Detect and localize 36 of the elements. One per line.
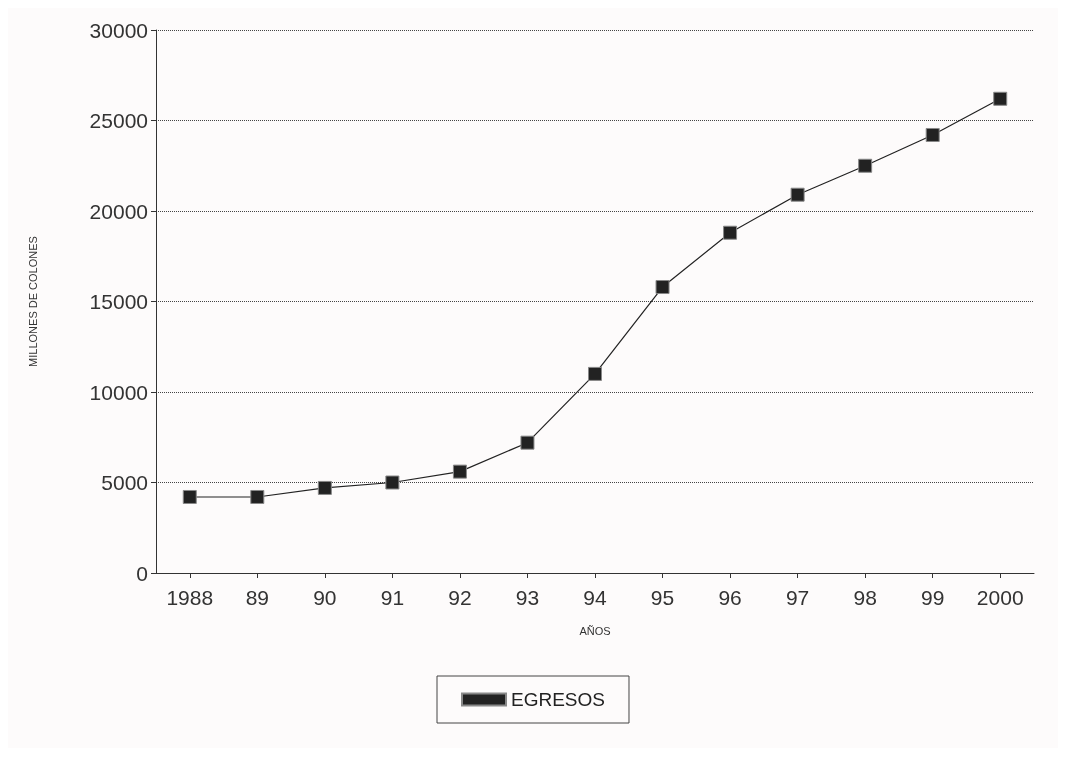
x-tick-label: 98 <box>853 586 877 609</box>
x-tick-label: 94 <box>583 586 607 609</box>
x-tick-label: 97 <box>785 586 810 609</box>
point <box>655 280 670 295</box>
x-tick-label: 1988 <box>166 586 214 609</box>
x-tick-label: 95 <box>650 586 675 609</box>
y-tick-label: 5000 <box>101 471 148 494</box>
point <box>317 480 332 495</box>
point <box>858 158 873 173</box>
point <box>790 187 805 202</box>
point <box>993 91 1008 106</box>
x-tick-label: 89 <box>245 586 269 609</box>
point <box>925 127 940 142</box>
legend-label: EGRESOS <box>511 689 605 710</box>
x-tick-label: 91 <box>380 586 405 609</box>
point <box>452 464 467 479</box>
x-tick-label: 99 <box>921 586 945 609</box>
x-tick-label: 93 <box>515 586 540 609</box>
x-tick-label: 96 <box>718 586 742 609</box>
x-axis-title: AÑOS <box>579 624 611 637</box>
point <box>588 366 602 381</box>
x-tick-label: 90 <box>313 586 337 609</box>
point <box>250 489 265 504</box>
point <box>385 475 400 490</box>
y-axis-title: MILLONES DE COLONES <box>26 236 39 367</box>
y-tick-label: 25000 <box>89 109 148 132</box>
point <box>182 489 197 504</box>
y-tick-label: 10000 <box>89 380 148 404</box>
x-tick-label: 92 <box>448 586 472 609</box>
x-tick-label: 2000 <box>976 586 1024 609</box>
y-tick-label: 30000 <box>89 18 148 42</box>
point <box>520 435 535 450</box>
y-tick-label: 0 <box>136 561 148 585</box>
y-tick-label: 15000 <box>89 290 148 313</box>
y-tick-label: 20000 <box>89 199 148 223</box>
point <box>723 225 738 240</box>
